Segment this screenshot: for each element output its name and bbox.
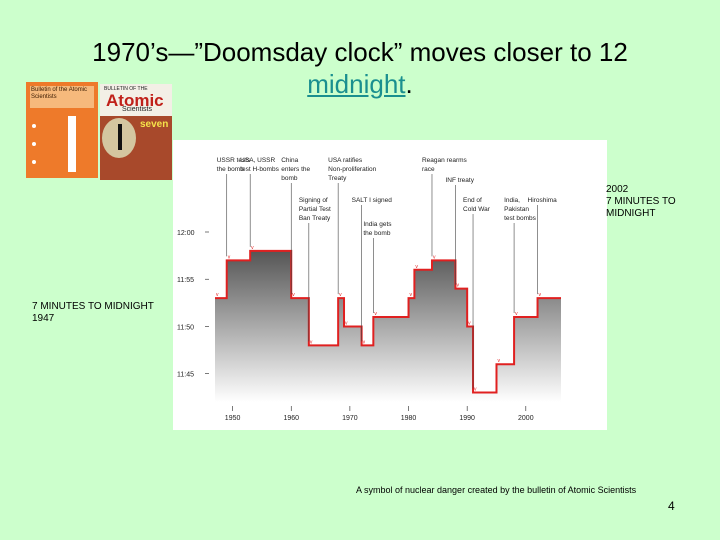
event-annotation: India, Pakistan test bombs: [504, 197, 537, 313]
step-marker: v: [374, 311, 377, 317]
step-marker: v: [456, 283, 459, 289]
x-tick-label: 1990: [459, 415, 475, 422]
event-label: race: [422, 166, 435, 173]
x-tick-label: 2000: [518, 415, 534, 422]
event-label: India gets: [363, 221, 392, 228]
event-label: test H-bombs: [240, 166, 279, 173]
cover-left-clock-hand: [68, 116, 76, 172]
bulletin-cover-right: BULLETIN OF THE Atomic Scientists seven: [100, 84, 172, 180]
cover-right-title: Atomic: [106, 91, 164, 110]
event-label: End of: [463, 197, 482, 204]
x-tick-label: 1980: [401, 415, 417, 422]
event-annotation: USA, USSR test H-bombs: [240, 157, 280, 247]
step-marker: v: [410, 292, 413, 298]
title-period: .: [405, 69, 413, 99]
page-number: 4: [668, 499, 675, 513]
callout-1947-line: 1947: [32, 313, 55, 324]
event-label: Treaty: [328, 175, 347, 182]
step-marker: v: [251, 245, 254, 251]
step-marker: v: [345, 320, 348, 326]
event-label: SALT I signed: [352, 197, 393, 204]
event-annotation: India gets the bomb: [363, 221, 392, 313]
event-annotation: INF treaty: [445, 177, 475, 285]
event-label: Pakistan: [504, 206, 529, 213]
cover-left-dot: [32, 142, 36, 146]
title-text: 1970’s—”Doomsday clock” moves closer to …: [92, 37, 628, 67]
event-label: Signing of: [299, 197, 328, 204]
event-annotation: USSR tests the bomb: [217, 157, 251, 257]
cover-right-masthead: [100, 84, 172, 116]
chart-svg: v v v v v v v v v v v v v v v v v v 11:45 11:50 11:55 12:00 19…: [177, 157, 561, 422]
callout-2002-line: 7 MINUTES TO: [606, 196, 676, 207]
cover-left-dot: [32, 160, 36, 164]
event-label: bomb: [281, 175, 298, 182]
y-tick-label: 11:55: [177, 277, 194, 284]
event-annotation: SALT I signed: [352, 197, 393, 342]
event-label: enters the: [281, 166, 310, 173]
event-label: China: [281, 157, 298, 164]
event-annotation: Signing of Partial Test Ban Treaty: [299, 197, 331, 342]
callout-2002-line: 2002: [606, 184, 629, 195]
event-label: Partial Test: [299, 206, 331, 213]
step-marker: v: [415, 264, 418, 270]
step-marker: v: [363, 339, 366, 345]
event-annotation: Reagan rearms race: [422, 157, 468, 257]
y-tick-label: 11:50: [177, 324, 194, 331]
event-label: USA, USSR: [240, 157, 275, 164]
step-marker: v: [292, 292, 295, 298]
step-marker: v: [228, 254, 231, 260]
cover-right-subtitle: Scientists: [122, 106, 152, 113]
callout-1947-line: 7 MINUTES TO MIDNIGHT: [32, 301, 154, 312]
step-marker: v: [515, 311, 518, 317]
cover-right-badge: seven: [140, 119, 169, 130]
x-tick-label: 1960: [283, 415, 299, 422]
doomsday-clock-chart: v v v v v v v v v v v v v v v v v v 11:45 11:50 11:55 12:00 19…: [173, 140, 607, 430]
event-annotation: Hiroshima: [528, 197, 558, 295]
event-label: test bombs: [504, 215, 537, 222]
cover-left-dot: [32, 124, 36, 128]
event-label: India,: [504, 197, 520, 204]
callout-2002: 2002 7 MINUTES TO MIDNIGHT: [606, 184, 676, 220]
event-annotation: China enters the bomb: [281, 157, 311, 295]
event-annotation: End of Cold War: [463, 197, 491, 389]
step-marker: v: [474, 387, 477, 393]
slide-caption: A symbol of nuclear danger created by th…: [356, 485, 637, 495]
event-label: Hiroshima: [528, 197, 558, 204]
step-marker: v: [433, 254, 436, 260]
y-tick-label: 12:00: [177, 230, 195, 237]
x-tick-label: 1970: [342, 415, 358, 422]
step-marker: v: [310, 339, 313, 345]
step-marker: v: [339, 292, 342, 298]
slide-title: 1970’s—”Doomsday clock” moves closer to …: [40, 36, 680, 100]
event-label: Non-proliferation: [328, 166, 376, 173]
clock-area: [215, 250, 561, 402]
cover-left-title: Bulletin of the Atomic Scientists: [30, 86, 94, 108]
clock-hand-icon: [118, 124, 122, 150]
event-label: Cold War: [463, 206, 491, 213]
callout-2002-line: MIDNIGHT: [606, 208, 656, 219]
event-label: Ban Treaty: [299, 215, 331, 222]
event-label: the bomb: [363, 230, 390, 237]
bulletin-cover-left: Bulletin of the Atomic Scientists: [26, 82, 98, 178]
x-tick-label: 1950: [225, 415, 241, 422]
midnight-link[interactable]: midnight: [307, 69, 406, 99]
step-marker: v: [497, 358, 500, 364]
y-tick-label: 11:45: [177, 372, 194, 379]
event-label: USA ratifies: [328, 157, 363, 164]
step-marker: v: [468, 320, 471, 326]
event-label: the bomb: [217, 166, 244, 173]
step-marker: v: [216, 292, 219, 298]
step-marker: v: [539, 292, 542, 298]
callout-1947: 7 MINUTES TO MIDNIGHT 1947: [32, 301, 154, 325]
cover-right-kicker: BULLETIN OF THE: [104, 86, 148, 92]
event-annotation: USA ratifies Non-proliferation Treaty: [328, 157, 377, 295]
event-label: USSR tests: [217, 157, 251, 164]
event-label: INF treaty: [445, 177, 474, 184]
event-label: Reagan rearms: [422, 157, 468, 164]
